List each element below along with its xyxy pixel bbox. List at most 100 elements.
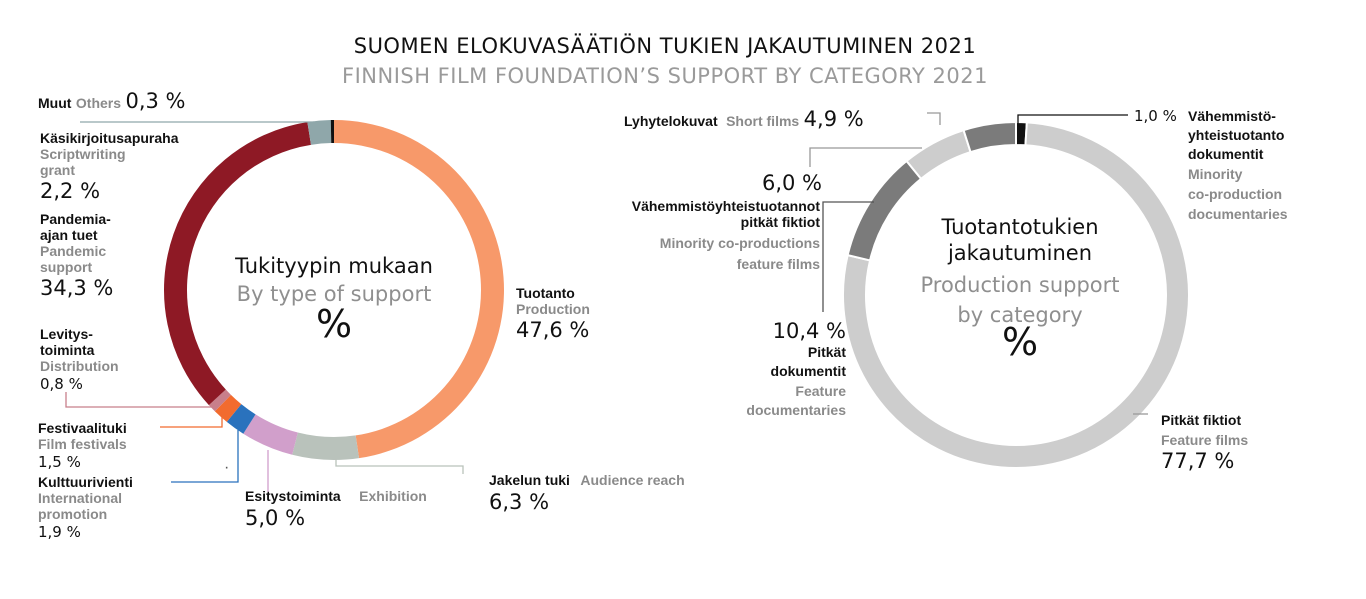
esit-en: Exhibition	[359, 488, 427, 504]
vdok-en-1: Minority	[1188, 166, 1243, 182]
muut-value: 0,3 %	[125, 89, 186, 113]
leader-lines	[65, 112, 1148, 492]
leader-jakelu	[335, 458, 464, 474]
donut1-center-en: By type of support	[236, 282, 432, 306]
kasi-fi: Käsikirjoitusapuraha	[40, 130, 179, 146]
slice-production	[334, 120, 505, 459]
esit-value: 5,0 %	[245, 506, 306, 530]
donut-chart-production	[842, 120, 1190, 469]
label-kasikirjoitus: Käsikirjoitusapuraha Scriptwriting grant…	[40, 130, 179, 204]
kult-en-2: promotion	[38, 506, 108, 522]
pand-en-2: support	[40, 259, 93, 275]
kult-en-1: International	[38, 490, 123, 506]
pdok-en-2: documentaries	[746, 402, 846, 418]
label-jakelu: Jakelun tuki Audience reach 6,3 %	[489, 472, 685, 515]
leader-pdok	[822, 201, 874, 312]
leader-vdok	[1017, 114, 1128, 126]
vfic-fi-2: pitkät fiktiot	[740, 214, 820, 230]
lev-fi-2: toiminta	[40, 342, 95, 358]
pfic-en: Feature films	[1161, 432, 1249, 448]
vdok-en-3: documentaries	[1188, 206, 1288, 222]
slice-feature-films	[842, 121, 1190, 469]
leader-lyhyt	[927, 112, 941, 125]
tuot-value: 47,6 %	[516, 318, 590, 342]
vdok-en-2: co-production	[1188, 186, 1283, 202]
lyh-value: 4,9 %	[803, 107, 864, 131]
slice-audience-reach	[292, 432, 360, 460]
tuot-fi: Tuotanto	[516, 285, 575, 301]
label-levitys: Levitys- toiminta Distribution 0,8 %	[40, 326, 119, 394]
leader-vfic	[809, 147, 922, 167]
kult-fi: Kulttuurivienti	[38, 474, 133, 490]
label-tuotanto: Tuotanto Production 47,6 %	[516, 285, 590, 343]
label-vahemmisto-fiktiot: 6,0 %	[560, 170, 822, 196]
muut-en: Others	[75, 95, 122, 111]
fest-en: Film festivals	[38, 436, 127, 452]
label-pandemia: Pandemia- ajan tuet Pandemic support 34,…	[40, 211, 113, 301]
leader-kulttuuri	[171, 430, 239, 483]
label-esitys: Esitystoiminta Exhibition 5,0 %	[245, 488, 427, 531]
donut2-center-unit: %	[1001, 320, 1039, 364]
esit-fi: Esitystoiminta	[245, 488, 341, 504]
vdok-value: 1,0 %	[1134, 107, 1177, 125]
donut2-center-en-1: Production support	[920, 273, 1120, 297]
vfic-value: 6,0 %	[761, 171, 822, 195]
kasi-en-2: grant	[40, 162, 75, 178]
label-festivaali: Festivaalituki Film festivals 1,5 %	[38, 420, 127, 472]
slice-international-promotion	[226, 404, 256, 434]
lev-en: Distribution	[40, 358, 119, 374]
pand-en-1: Pandemic	[40, 243, 107, 259]
slice-exhibition	[243, 414, 298, 455]
jak-fi: Jakelun tuki	[489, 472, 570, 488]
donut2-center-fi-1: Tuotantotukien	[941, 215, 1099, 239]
lev-value: 0,8 %	[40, 375, 83, 393]
slice-minority-co-productions-feature-films	[905, 128, 972, 181]
muut-fi: Muut	[38, 95, 72, 111]
jak-value: 6,3 %	[489, 490, 550, 514]
vfic-fi-1: Vähemmistöyhteistuotannot	[631, 198, 820, 214]
donut2-center-en-2: by category	[957, 303, 1083, 327]
label-vahemmisto-dokumentit: Vähemmistö- yhteistuotanto dokumentit Mi…	[1188, 108, 1288, 222]
pdok-fi-1: Pitkät	[807, 344, 846, 360]
jak-en: Audience reach	[580, 472, 685, 488]
label-pitkat-dokumentit: 10,4 % Pitkät dokumentit Feature documen…	[646, 318, 846, 418]
donut1-center-fi: Tukityypin mukaan	[235, 254, 433, 278]
vdok-fi-1: Vähemmistö-	[1188, 108, 1276, 124]
slice-distribution	[208, 389, 231, 412]
kasi-en-1: Scriptwriting	[40, 146, 126, 162]
label-pitkat-fiktiot: Pitkät fiktiot Feature films 77,7 %	[1161, 412, 1248, 474]
kasi-value: 2,2 %	[40, 179, 101, 203]
fest-fi: Festivaalituki	[38, 420, 127, 436]
leader-levitys	[65, 392, 216, 408]
pdok-fi-2: dokumentit	[770, 363, 846, 379]
pfic-value: 77,7 %	[1161, 449, 1235, 473]
lev-fi-1: Levitys-	[40, 326, 93, 342]
pand-value: 34,3 %	[40, 276, 114, 300]
pand-fi-1: Pandemia-	[40, 211, 111, 227]
label-vahemmisto-fiktiot-text: Vähemmistöyhteistuotannot pitkät fiktiot…	[520, 198, 820, 272]
fest-value: 1,5 %	[38, 453, 81, 471]
title-finnish: SUOMEN ELOKUVASÄÄTIÖN TUKIEN JAKAUTUMINE…	[353, 34, 977, 58]
pdok-value: 10,4 %	[772, 319, 846, 343]
leader-festivaali	[160, 412, 223, 428]
vdok-fi-2: yhteistuotanto	[1188, 127, 1285, 143]
label-lyhytelokuvat: Lyhytelokuvat Short films 4,9 %	[624, 106, 864, 132]
slice-short-films	[962, 120, 1017, 154]
slice-others	[330, 120, 334, 144]
donut1-center: Tukityypin mukaan By type of support %	[184, 254, 484, 344]
slice-pandemic-support	[163, 122, 311, 406]
title-english: FINNISH FILM FOUNDATION’S SUPPORT BY CAT…	[342, 64, 988, 88]
lyh-en: Short films	[726, 113, 800, 129]
slice-scriptwriting-grant	[307, 120, 332, 145]
pdok-en-1: Feature	[795, 383, 846, 399]
label-kulttuurivienti: Kulttuurivienti International promotion …	[38, 474, 133, 542]
pand-fi-2: ajan tuet	[40, 227, 98, 243]
vdok-fi-3: dokumentit	[1188, 146, 1264, 162]
lyh-fi: Lyhytelokuvat	[624, 113, 718, 129]
vfic-en-2: feature films	[736, 256, 820, 272]
donut2-center-fi-2: jakautuminen	[947, 241, 1093, 265]
tuot-en: Production	[516, 301, 590, 317]
label-vahemmisto-dokumentit-value: 1,0 %	[1134, 106, 1177, 126]
pfic-fi: Pitkät fiktiot	[1161, 412, 1242, 428]
